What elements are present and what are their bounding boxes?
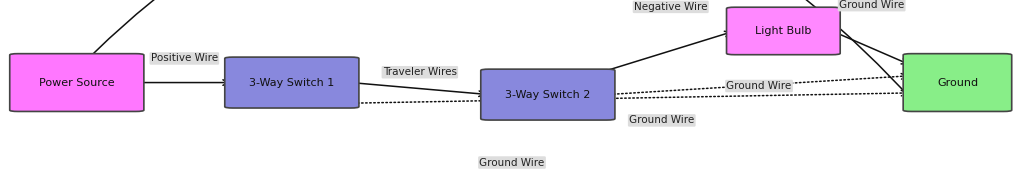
FancyBboxPatch shape (903, 54, 1012, 111)
Text: 3-Way Switch 1: 3-Way Switch 1 (249, 78, 335, 88)
Text: Power Source: Power Source (39, 78, 115, 88)
Text: 3-Way Switch 2: 3-Way Switch 2 (505, 90, 591, 100)
Text: Negative Wire: Negative Wire (634, 2, 708, 12)
Text: Ground Wire: Ground Wire (479, 158, 545, 168)
Text: Traveler Wires: Traveler Wires (383, 67, 457, 77)
Text: Positive Wire: Positive Wire (151, 53, 218, 63)
Text: Light Bulb: Light Bulb (755, 26, 812, 36)
Text: Ground Wire: Ground Wire (726, 81, 792, 91)
Text: Ground: Ground (937, 78, 978, 88)
Text: Ground Wire: Ground Wire (839, 0, 904, 10)
FancyBboxPatch shape (481, 69, 614, 120)
FancyBboxPatch shape (9, 54, 143, 111)
FancyBboxPatch shape (224, 57, 358, 108)
FancyBboxPatch shape (727, 7, 840, 55)
Text: Ground Wire: Ground Wire (629, 115, 694, 125)
